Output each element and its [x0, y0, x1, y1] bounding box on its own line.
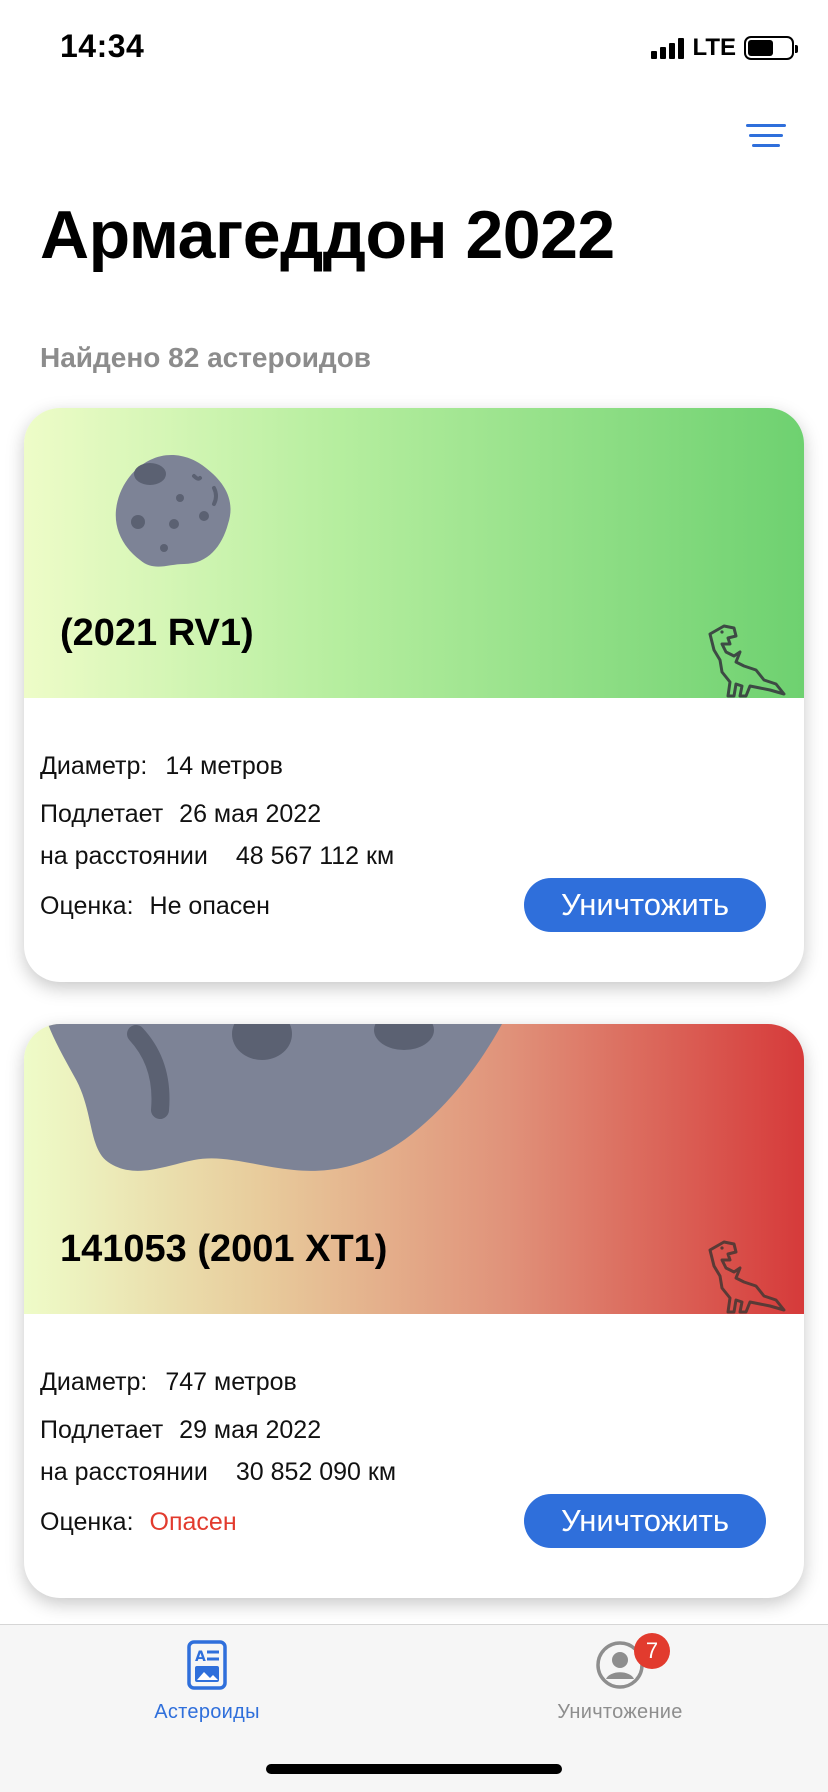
- distance-row: на расстоянии 48 567 112 км: [40, 842, 394, 871]
- grade-row: Оценка: Не опасен: [40, 892, 270, 921]
- approach-label: Подлетает: [40, 1416, 164, 1444]
- asteroid-name: 141053 (2001 XT1): [60, 1228, 388, 1270]
- tab-asteroids[interactable]: A Астероиды: [107, 1639, 307, 1724]
- approach-date-row: Подлетает 26 мая 2022: [40, 800, 321, 829]
- page-title: Армагеддон 2022: [40, 197, 615, 273]
- diameter-row: Диаметр: 747 метров: [40, 1368, 297, 1397]
- diameter-label: Диаметр:: [40, 752, 148, 780]
- home-indicator: [266, 1764, 562, 1774]
- card-body: Диаметр: 14 метров Подлетает 26 мая 2022 н…: [24, 698, 804, 982]
- grade-label: Оценка:: [40, 1508, 134, 1536]
- asteroid-name: (2021 RV1): [60, 612, 254, 654]
- dinosaur-icon: [708, 624, 786, 698]
- grade-value: Не опасен: [149, 892, 270, 920]
- destroy-button[interactable]: Уничтожить: [524, 1494, 766, 1548]
- status-time: 14:34: [60, 28, 145, 64]
- battery-icon: [744, 36, 798, 60]
- diameter-value: 747 метров: [165, 1368, 297, 1396]
- approach-date: 29 мая 2022: [179, 1416, 322, 1444]
- asteroid-icon: [115, 454, 231, 567]
- diameter-value: 14 метров: [165, 752, 283, 780]
- filter-icon[interactable]: [740, 124, 792, 156]
- tab-destruction[interactable]: 7 Уничтожение: [520, 1633, 720, 1724]
- card-body: Диаметр: 747 метров Подлетает 29 мая 2022 …: [24, 1314, 804, 1598]
- signal-icon: [651, 37, 685, 59]
- grade-row: Оценка: Опасен: [40, 1508, 237, 1537]
- card-header: 141053 (2001 XT1): [24, 1024, 804, 1314]
- distance-value: 30 852 090 км: [235, 1458, 397, 1486]
- approach-date: 26 мая 2022: [179, 800, 322, 828]
- network-type: LTE: [692, 34, 736, 61]
- svg-text:A: A: [195, 1649, 206, 1665]
- distance-label: на расстоянии: [40, 1458, 208, 1486]
- distance-label: на расстоянии: [40, 842, 208, 870]
- asteroid-card[interactable]: 141053 (2001 XT1) Диаметр: 747 метров Под…: [24, 1024, 804, 1598]
- status-indicators: LTE: [651, 34, 798, 62]
- asteroid-card[interactable]: (2021 RV1) Диаметр: 14 метров Подлетает 26…: [24, 408, 804, 982]
- diameter-row: Диаметр: 14 метров: [40, 752, 283, 781]
- asteroid-icon: [48, 1024, 502, 1171]
- diameter-label: Диаметр:: [40, 1368, 148, 1396]
- grade-value: Опасен: [149, 1508, 237, 1536]
- distance-row: на расстоянии 30 852 090 км: [40, 1458, 396, 1487]
- status-bar: 14:34 LTE: [0, 0, 828, 100]
- distance-value: 48 567 112 км: [235, 842, 395, 870]
- tab-label: Астероиды: [154, 1701, 260, 1723]
- card-header: (2021 RV1): [24, 408, 804, 698]
- destroy-button[interactable]: Уничтожить: [524, 878, 766, 932]
- asteroids-list-icon: A: [187, 1640, 227, 1690]
- dinosaur-icon: [708, 1240, 786, 1314]
- approach-date-row: Подлетает 29 мая 2022: [40, 1416, 321, 1445]
- notification-badge: 7: [634, 1633, 670, 1669]
- found-count: Найдено 82 астероидов: [40, 342, 372, 373]
- approach-label: Подлетает: [40, 800, 164, 828]
- grade-label: Оценка:: [40, 892, 134, 920]
- tab-icon-wrap: 7: [594, 1633, 670, 1691]
- tab-label: Уничтожение: [557, 1701, 683, 1723]
